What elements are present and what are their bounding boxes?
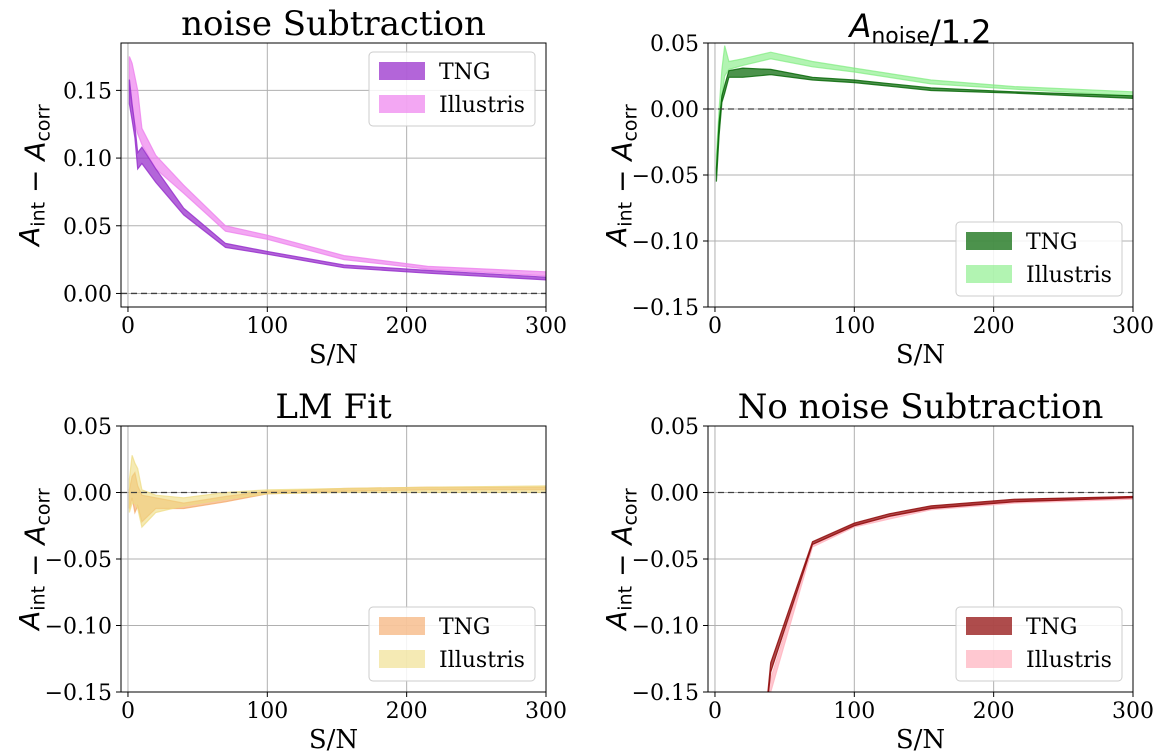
y-tick-label: −0.05 [632, 548, 699, 573]
x-tick-label: 0 [708, 314, 722, 339]
legend-label-tng: TNG [1026, 615, 1078, 640]
y-tick-label: −0.10 [632, 615, 699, 640]
legend-swatch-illustris [966, 265, 1012, 283]
axes-frame [120, 42, 547, 308]
x-axis-label: S/N [896, 340, 945, 370]
x-axis-label: S/N [309, 725, 358, 751]
y-tick-label: −0.10 [45, 615, 112, 640]
x-tick-label: 100 [833, 314, 875, 339]
x-tick-label: 300 [525, 699, 567, 724]
legend-label-illustris: Illustris [439, 648, 525, 673]
panel-no-noise-subtraction: 0 100 200 300 −0.15 −0.10 −0.05 0.00 0.05 S/N Aint… [600, 387, 1154, 751]
y-tick-label: 0.05 [63, 215, 112, 240]
chart-title: No noise Subtraction [738, 387, 1104, 427]
y-tick-label: 0.10 [63, 147, 112, 172]
data-layer [128, 56, 546, 281]
x-tick-label: 0 [708, 699, 722, 724]
y-tick-label: 0.05 [650, 415, 699, 440]
y-tick-label: −0.15 [632, 681, 699, 706]
y-axis-label: Aint − Acorr [600, 488, 642, 632]
data-layer [715, 45, 1133, 182]
band-tng [767, 495, 1133, 692]
y-axis-label: Aint − Acorr [600, 104, 642, 248]
legend-swatch-tng [966, 617, 1012, 635]
legend-swatch-illustris [966, 650, 1012, 668]
y-tick-label: 0.00 [63, 482, 112, 507]
legend: TNG Illustris [955, 606, 1123, 682]
chart-title: noise Subtraction [181, 4, 486, 44]
y-tick-label: 0.00 [63, 282, 112, 307]
x-tick-label: 300 [1112, 699, 1154, 724]
band-tng [715, 67, 1133, 182]
band-tng [128, 79, 546, 281]
band-illustris [128, 56, 546, 277]
legend-label-illustris: Illustris [439, 93, 525, 118]
y-tick-label: −0.05 [45, 548, 112, 573]
legend: TNG Illustris [368, 51, 536, 127]
x-tick-label: 300 [525, 314, 567, 339]
legend-swatch-tng [966, 232, 1012, 250]
y-tick-label: 0.15 [63, 79, 112, 104]
x-tick-label: 100 [246, 699, 288, 724]
data-layer [767, 495, 1133, 692]
y-tick-label: 0.05 [63, 415, 112, 440]
panel-a-noise-over-1-2: 0 100 200 300 −0.15 −0.10 −0.05 0.00 0.05 S/N Aint… [600, 7, 1154, 370]
x-tick-label: 200 [973, 314, 1015, 339]
legend-swatch-tng [379, 62, 425, 80]
x-tick-label: 0 [121, 699, 135, 724]
legend-label-tng: TNG [1026, 230, 1078, 255]
y-tick-label: 0.00 [650, 482, 699, 507]
x-axis-label: S/N [896, 725, 945, 751]
legend: TNG Illustris [368, 606, 536, 682]
y-axis-label: Aint − Acorr [13, 104, 55, 248]
x-tick-label: 200 [386, 699, 428, 724]
x-tick-label: 200 [386, 314, 428, 339]
legend-label-tng: TNG [439, 615, 491, 640]
data-layer [128, 455, 546, 529]
y-tick-label: −0.10 [632, 230, 699, 255]
y-axis-label: Aint − Acorr [13, 488, 55, 632]
legend-label-illustris: Illustris [1026, 648, 1112, 673]
x-tick-label: 100 [833, 699, 875, 724]
legend-swatch-illustris [379, 95, 425, 113]
legend-label-illustris: Illustris [1026, 263, 1112, 288]
legend-swatch-illustris [379, 650, 425, 668]
panel-noise-subtraction: 0 100 200 300 0.00 0.05 0.10 0.15 S/N Aint − Acor… [13, 4, 567, 370]
x-tick-label: 100 [246, 314, 288, 339]
legend-label-tng: TNG [439, 60, 491, 85]
band-illustris [128, 455, 546, 529]
y-tick-label: 0.05 [650, 32, 699, 57]
panel-lm-fit: 0 100 200 300 −0.15 −0.10 −0.05 0.00 0.05 S/N Aint… [13, 387, 567, 751]
legend-swatch-tng [379, 617, 425, 635]
x-tick-label: 200 [973, 699, 1015, 724]
x-tick-label: 300 [1112, 314, 1154, 339]
legend: TNG Illustris [955, 221, 1123, 297]
chart-title: LM Fit [275, 387, 392, 427]
chart-title: Anoise/1.2 [847, 7, 991, 51]
y-tick-label: −0.05 [632, 164, 699, 189]
x-axis-label: S/N [309, 340, 358, 370]
y-tick-label: −0.15 [45, 681, 112, 706]
band-illustris [715, 45, 1133, 176]
y-tick-label: −0.15 [632, 296, 699, 321]
y-tick-label: 0.00 [650, 98, 699, 123]
x-tick-label: 0 [121, 314, 135, 339]
